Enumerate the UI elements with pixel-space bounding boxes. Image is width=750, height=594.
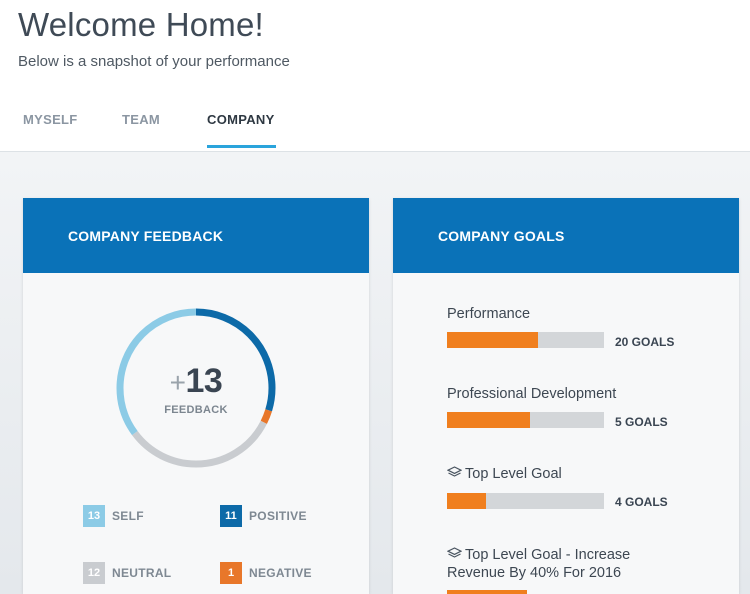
feedback-total-value: 13 (185, 362, 223, 400)
donut-segment-neutral (116, 308, 276, 468)
legend-negative-label: NEGATIVE (249, 566, 312, 580)
goal-top-level-progress (447, 493, 604, 509)
legend-negative-count: 1 (220, 562, 242, 584)
company-goals-body (393, 273, 739, 594)
page-title: Welcome Home! (18, 6, 264, 43)
company-goals-title: COMPANY GOALS (438, 228, 565, 244)
goal-increase-revenue-line1: Top Level Goal - Increase (465, 547, 631, 563)
active-tab-indicator (207, 145, 276, 148)
tab-myself[interactable]: MYSELF (23, 112, 78, 127)
tab-team[interactable]: TEAM (122, 112, 161, 127)
page-subtitle: Below is a snapshot of your performance (18, 53, 290, 70)
legend-positive-count: 11 (220, 505, 242, 527)
tab-bar: MYSELF TEAM COMPANY (0, 112, 750, 152)
legend-self-count: 13 (83, 505, 105, 527)
goal-performance-label[interactable]: Performance (447, 306, 531, 322)
feedback-total: +13 (113, 362, 279, 401)
legend-self-label: SELF (112, 509, 144, 523)
goal-top-level-label[interactable]: Top Level Goal (447, 466, 562, 482)
goal-performance-count: 20 GOALS (615, 335, 675, 349)
goal-performance-progress-fill (447, 332, 539, 348)
goal-increase-revenue-progress-fill (447, 590, 527, 594)
goal-top-level-text: Top Level Goal (465, 466, 562, 482)
goal-increase-revenue-line2[interactable]: Revenue By 40% For 2016 (447, 565, 622, 581)
company-goals-header: COMPANY GOALS (393, 198, 739, 273)
goal-professional-development-progress-fill (447, 412, 531, 428)
legend-neutral-label: NEUTRAL (112, 566, 172, 580)
legend-positive-label: POSITIVE (249, 509, 307, 523)
layers-icon (447, 466, 462, 477)
feedback-donut-chart (116, 308, 276, 468)
goal-top-level-progress-fill (447, 493, 487, 509)
goal-professional-development-progress (447, 412, 604, 428)
donut-segment-positive (116, 308, 276, 468)
company-feedback-card: COMPANY FEEDBACK (23, 198, 369, 594)
company-goals-card: COMPANY GOALS (393, 198, 739, 594)
tab-company[interactable]: COMPANY (207, 112, 275, 127)
goal-increase-revenue-label[interactable]: Top Level Goal - Increase (447, 547, 630, 563)
feedback-total-prefix: + (169, 367, 186, 398)
legend-neutral-count: 12 (83, 562, 105, 584)
goal-professional-development-count: 5 GOALS (615, 415, 668, 429)
goal-top-level-count: 4 GOALS (615, 495, 668, 509)
goal-professional-development-label[interactable]: Professional Development (447, 386, 617, 402)
company-feedback-body (23, 273, 369, 594)
feedback-total-label: FEEDBACK (164, 404, 228, 416)
company-feedback-header: COMPANY FEEDBACK (23, 198, 369, 273)
company-feedback-title: COMPANY FEEDBACK (68, 228, 224, 244)
goal-performance-progress (447, 332, 604, 348)
page-header: Welcome Home! Below is a snapshot of you… (0, 0, 750, 152)
layers-icon (447, 547, 462, 558)
